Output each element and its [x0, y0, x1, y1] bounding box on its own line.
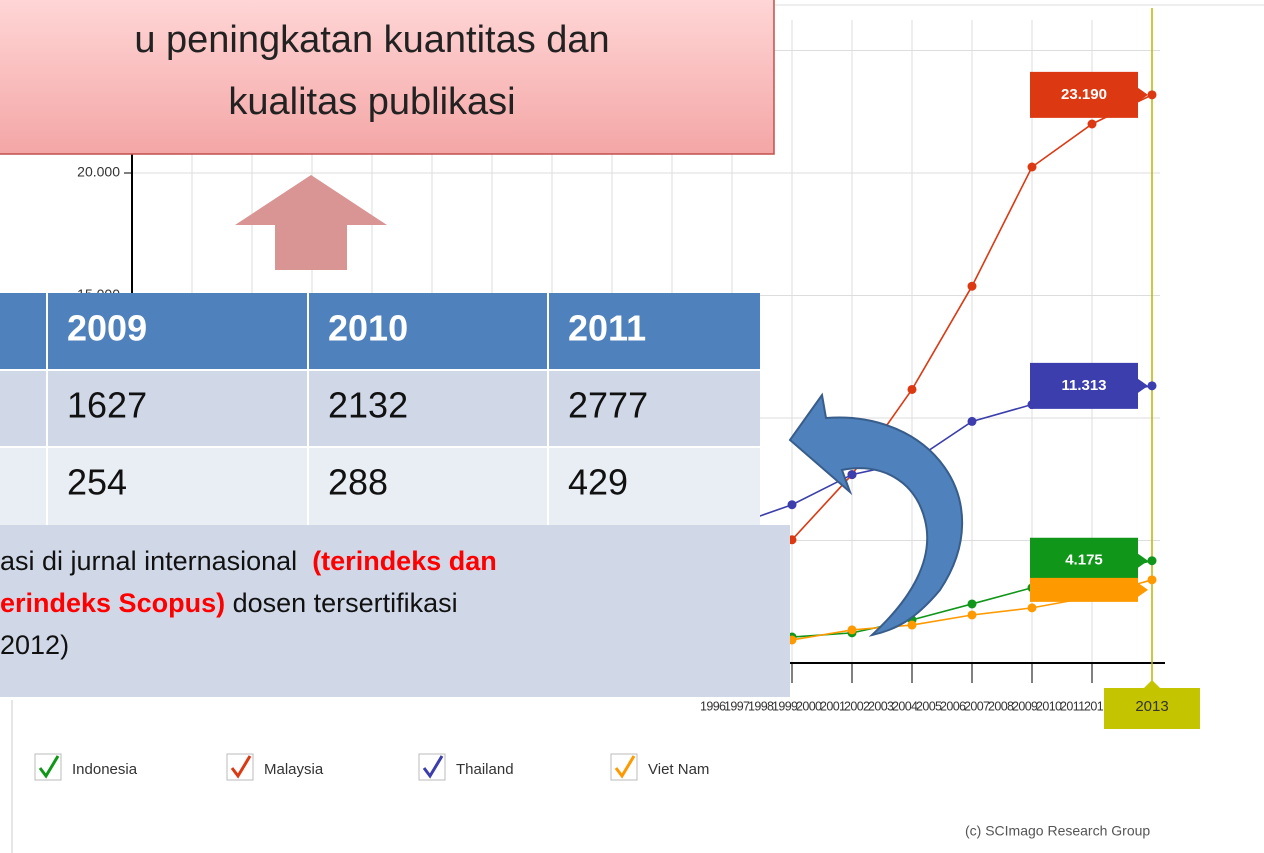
data-point	[967, 610, 977, 620]
data-point	[967, 599, 977, 609]
data-point	[1147, 575, 1157, 585]
overlay: u peningkatan kuantitas dan kualitas publ…	[0, 0, 964, 697]
data-point	[967, 416, 977, 426]
table-cell: 429	[568, 462, 628, 503]
x-tick-label: 2002	[844, 699, 870, 713]
x-tick-label: 2006	[940, 699, 966, 713]
note-segment: (terindeks dan	[312, 546, 497, 576]
credit: (c) SCImago Research Group	[965, 823, 1150, 839]
legend-check	[230, 755, 252, 779]
x-tick-label: 2011	[1060, 699, 1085, 713]
note-line: 2012)	[0, 630, 69, 660]
data-point	[1147, 381, 1157, 391]
end-label: 4.175	[1065, 552, 1103, 569]
end-label: 11.313	[1061, 377, 1106, 394]
x-tick-label: 2007	[964, 699, 990, 713]
table-header	[0, 293, 760, 370]
table-header-cell: 2011	[568, 308, 646, 349]
curved-arrow	[788, 392, 964, 637]
legend-check	[422, 755, 444, 779]
note-segment: dosen tersertifikasi	[225, 588, 458, 618]
x-tick-label: 2013	[1135, 698, 1168, 715]
data-point	[847, 625, 857, 635]
x-tick-label: 1998	[748, 699, 774, 713]
note-segment: 2012)	[0, 630, 69, 660]
x-tick-label: 1996	[700, 699, 726, 713]
table-cell: 288	[328, 462, 388, 503]
data-point	[907, 384, 917, 394]
legend-label: Malaysia	[264, 761, 324, 778]
y-tick-label: 20.000	[77, 164, 120, 180]
table-cell: 2132	[328, 385, 408, 426]
end-label-box	[1030, 577, 1148, 602]
table-cell: 1627	[67, 385, 147, 426]
callout-box	[0, 0, 775, 155]
x-tick-label: 2004	[892, 699, 918, 713]
table-header-cell: 2009	[67, 308, 147, 349]
note-box	[0, 525, 790, 697]
x-tick-label: 1999	[772, 699, 798, 713]
table-cell: 2777	[568, 385, 648, 426]
legend-check	[614, 755, 636, 779]
data-point	[1147, 90, 1157, 100]
data-point	[907, 620, 917, 630]
note-line: erindeks Scopus) dosen tersertifikasi	[0, 588, 458, 618]
note-segment: asi di jurnal internasional	[0, 546, 312, 576]
highlight-box	[1104, 680, 1200, 729]
data-point	[967, 281, 977, 291]
data-point	[787, 500, 797, 510]
callout-text: kualitas publikasi	[228, 81, 515, 123]
x-tick-label: 2000	[796, 699, 822, 713]
data-point	[1027, 603, 1037, 613]
callout-text: u peningkatan kuantitas dan	[134, 19, 609, 61]
x-tick-label: 201	[1084, 699, 1104, 713]
table-header-cell: 2010	[328, 308, 408, 349]
end-label-box	[1030, 362, 1148, 409]
x-tick-label: 2005	[916, 699, 942, 713]
data-point	[1147, 556, 1157, 566]
end-label-box	[1030, 537, 1148, 584]
table-cell: 254	[67, 462, 127, 503]
end-label-box	[1030, 71, 1148, 118]
note-line: asi di jurnal internasional (terindeks d…	[0, 546, 497, 576]
end-label: 23.190	[1061, 86, 1107, 103]
legend-label: Viet Nam	[648, 761, 709, 778]
note-segment: erindeks Scopus)	[0, 588, 225, 618]
up-arrow	[235, 175, 387, 270]
legend-label: Thailand	[456, 761, 514, 778]
x-tick-label: 2003	[868, 699, 894, 713]
x-tick-label: 2009	[1012, 699, 1038, 713]
legend-label: Indonesia	[72, 761, 138, 778]
x-tick-label: 2001	[820, 699, 846, 713]
data-point	[847, 470, 857, 480]
x-tick-label: 1997	[724, 699, 750, 713]
data-point	[1027, 162, 1037, 172]
data-point	[1087, 119, 1097, 129]
table-row	[0, 447, 760, 525]
x-tick-label: 2010	[1036, 699, 1062, 713]
x-tick-label: 2008	[988, 699, 1014, 713]
table-row	[0, 370, 760, 447]
legend-check	[38, 755, 60, 779]
